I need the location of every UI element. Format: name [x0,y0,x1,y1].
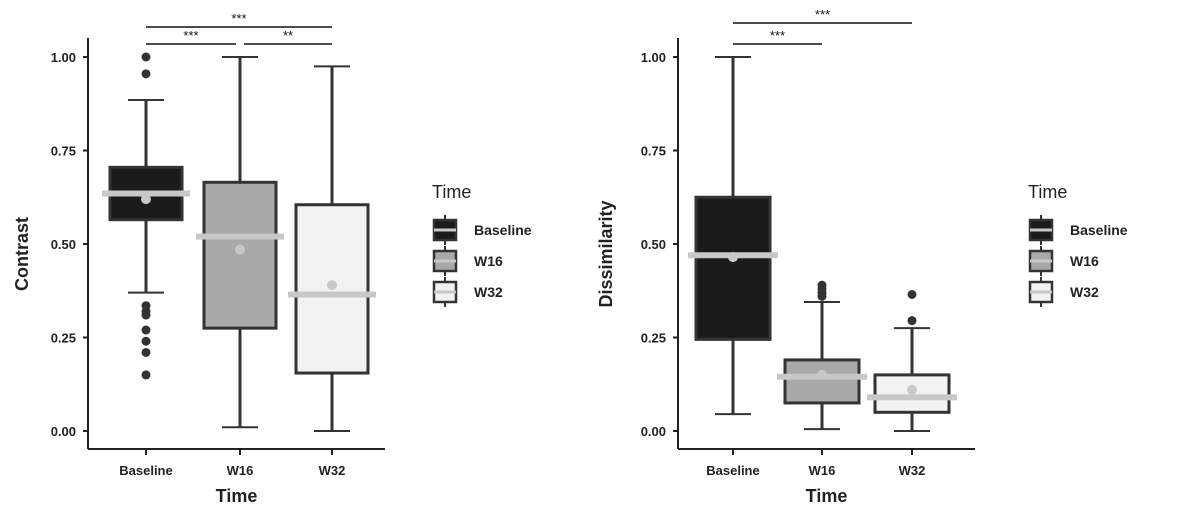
significance-label: *** [815,7,830,22]
y-axis-title: Dissimilarity [596,200,616,307]
y-tick-label: 1.00 [641,50,666,65]
y-tick-label: 0.50 [641,237,666,252]
mean-point [817,369,827,380]
legend-label: W32 [1070,284,1099,300]
outlier-point [907,316,917,326]
significance-label: *** [770,28,785,43]
legend-key-baseline [432,215,458,245]
y-tick-label: 0.75 [641,144,666,159]
outlier-point [141,347,151,357]
x-axis-title: Time [216,486,258,506]
significance-label: *** [183,28,198,43]
legend-label: Baseline [1070,222,1128,238]
legend-key-w32 [1028,277,1054,307]
y-tick-label: 0.25 [641,331,666,346]
legend-title: Time [432,182,471,202]
legend-label: Baseline [474,222,532,238]
legend-label: W32 [474,284,503,300]
dissimilarity-chart: 0.00 0.25 0.50 0.75 1.00 Baseline W16 W32 Time Di… [596,7,1128,506]
legend-key-w32 [432,277,458,307]
significance-label: *** [231,11,246,26]
legend-key-baseline [1028,215,1054,245]
mean-point [141,194,151,205]
outlier-point [817,291,827,301]
contrast-chart: 0.00 0.25 0.50 0.75 1.00 Baseline W16 W32 Time Co… [12,11,532,506]
box-w16 [783,358,861,405]
outlier-point [141,69,151,79]
mean-point [327,280,337,291]
x-tick-label: Baseline [706,463,759,478]
box-w32 [873,373,951,414]
x-tick-label: W16 [809,463,836,478]
y-tick-label: 0.75 [51,144,76,159]
legend-key-w16 [1028,246,1054,276]
y-tick-label: 0.00 [51,424,76,439]
mean-point [235,244,245,255]
y-tick-label: 0.00 [641,424,666,439]
x-tick-label: W16 [227,463,254,478]
x-tick-label: Baseline [119,463,172,478]
outlier-point [141,310,151,320]
y-tick-label: 0.25 [51,331,76,346]
outlier-point [141,370,151,380]
outlier-point [141,325,151,335]
box-baseline [694,195,772,341]
outlier-point [141,52,151,62]
mean-point [907,384,917,395]
legend-key-w16 [432,246,458,276]
outlier-point [907,289,917,299]
legend-label: W16 [1070,253,1099,269]
y-tick-label: 0.50 [51,237,76,252]
x-axis-title: Time [806,486,848,506]
box-w16 [202,180,278,330]
x-tick-label: W32 [899,463,926,478]
legend-title: Time [1028,182,1067,202]
x-tick-label: W32 [319,463,346,478]
y-axis-title: Contrast [12,217,32,291]
y-tick-label: 1.00 [51,50,76,65]
significance-label: ** [283,28,293,43]
outlier-point [141,336,151,346]
legend-label: W16 [474,253,503,269]
mean-point [728,252,738,263]
